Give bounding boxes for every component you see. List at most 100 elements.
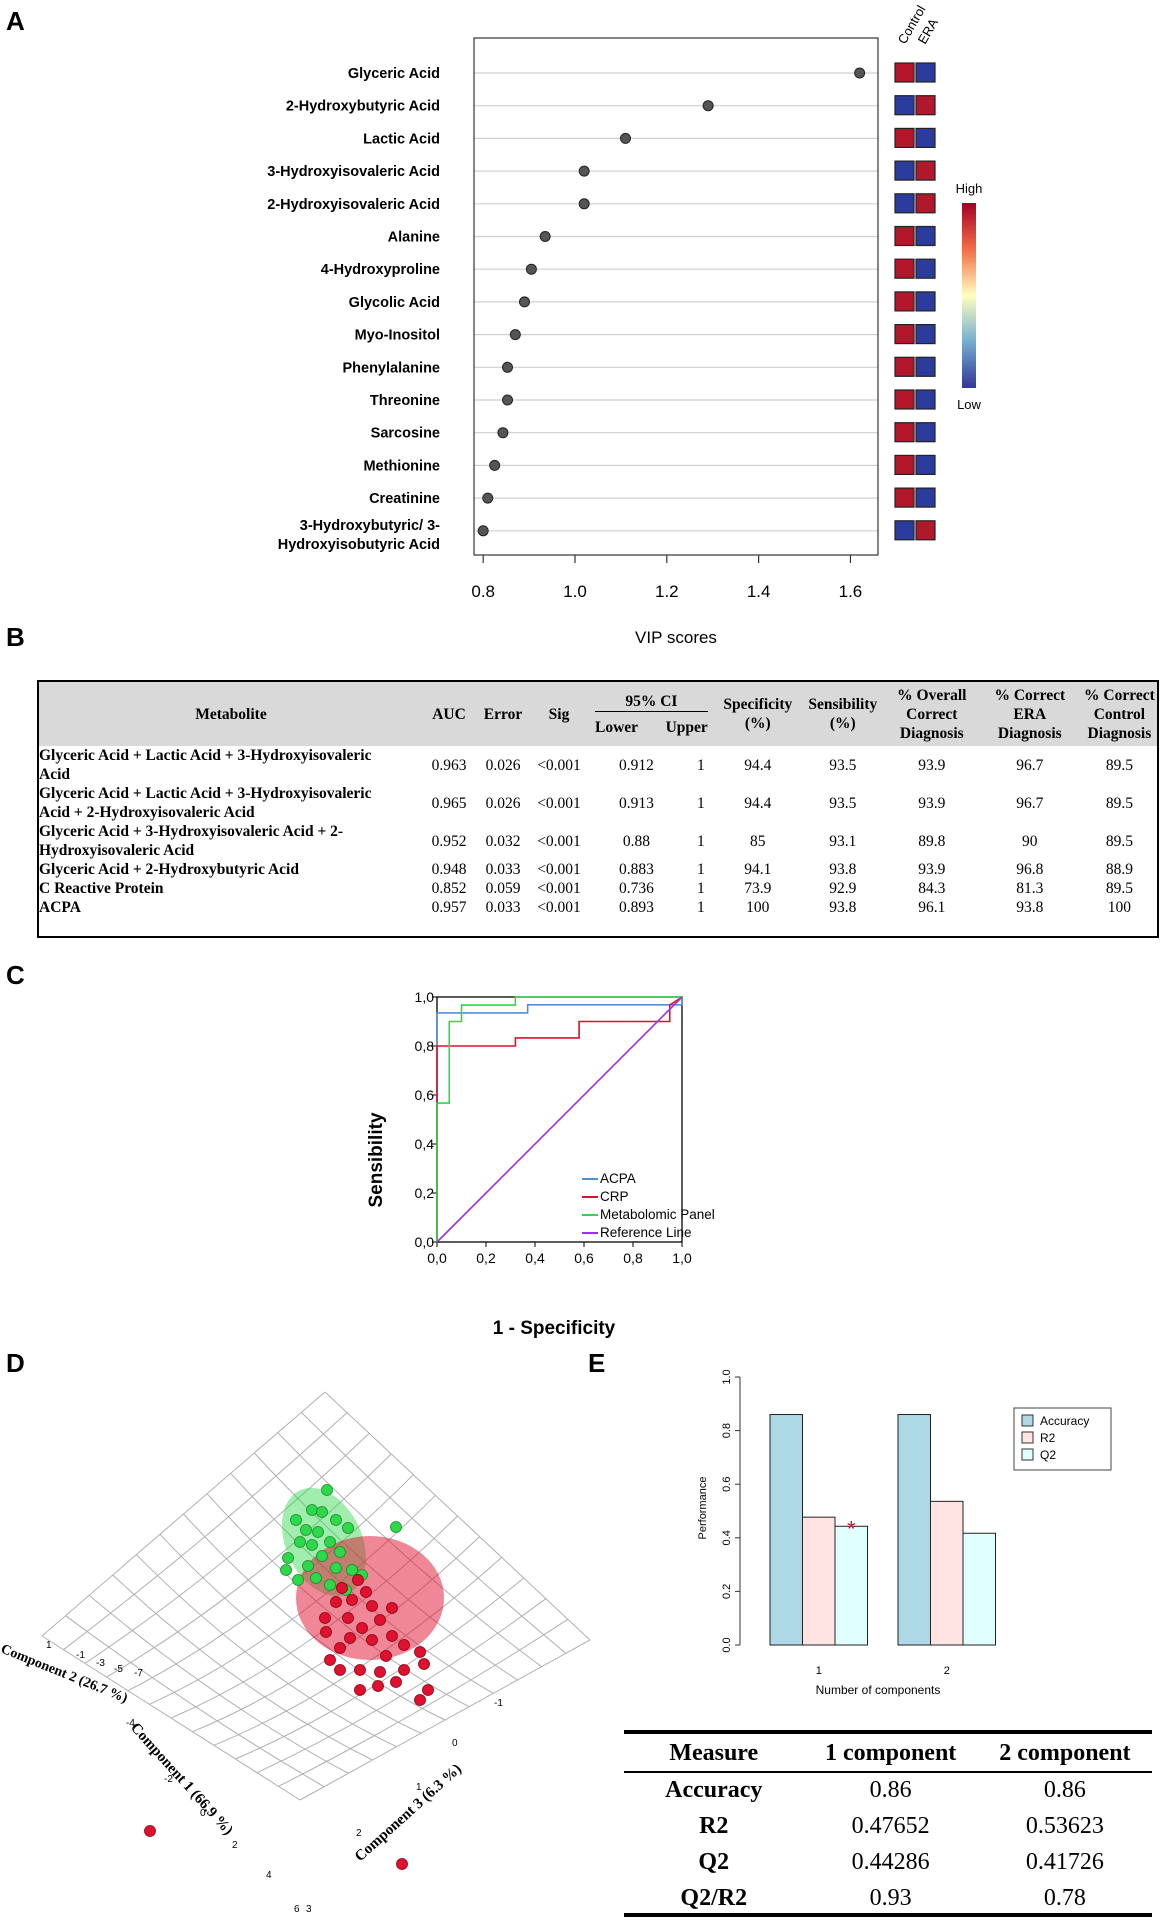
- vip-point: [578, 198, 590, 210]
- era-point: [344, 1632, 356, 1644]
- roc-y-tick-label: 1,0: [415, 989, 435, 1005]
- col-specificity: Specificity (%): [716, 682, 800, 746]
- cell-upper: 1: [696, 880, 705, 897]
- vip-row-label-line2: Hydroxyisobutyric Acid: [278, 537, 440, 553]
- era-point: [354, 1684, 366, 1696]
- col-control-line3: Diagnosis: [1087, 724, 1152, 742]
- table-top-rule: [624, 1730, 1152, 1734]
- cell-ctrl: 89.5: [1105, 832, 1133, 850]
- era-point: [354, 1664, 366, 1676]
- heat-cell-control: [894, 324, 915, 345]
- era-point: [334, 1642, 346, 1654]
- heat-cell-era: [915, 193, 936, 214]
- control-point: [321, 1484, 333, 1496]
- heat-cell-control: [894, 258, 915, 279]
- era-point: [366, 1634, 378, 1646]
- cell-sens: 93.5: [829, 794, 857, 812]
- cell-error: 0.033: [485, 899, 521, 916]
- perf-y-tick-label: 0.8: [721, 1423, 733, 1438]
- c1-tick-label: 0: [200, 1808, 206, 1819]
- perf-x-tick-label: 1: [816, 1665, 822, 1677]
- cell-upper: 1: [696, 832, 705, 850]
- col-overall-line1: % Overall: [897, 686, 967, 704]
- cell-spec: 94.4: [744, 756, 772, 774]
- metabolite-name: Glyceric Acid + Lactic Acid + 3-Hydroxyi…: [39, 784, 423, 822]
- era-point: [342, 1612, 354, 1624]
- heat-color-scale: [962, 203, 976, 388]
- vip-row-label: Alanine: [388, 230, 440, 246]
- cell-era: 90: [1022, 832, 1038, 850]
- table-row: Q2/R2 0.93 0.78: [624, 1881, 1152, 1917]
- col-metabolite: Metabolite: [195, 705, 267, 723]
- measure-name: Accuracy: [665, 1777, 763, 1803]
- table-row: Accuracy 0.86 0.86: [624, 1772, 1152, 1809]
- mesh-line: [88, 1594, 349, 1774]
- mesh-line: [299, 1639, 591, 1801]
- vip-x-tick-label: 1.4: [747, 582, 771, 601]
- vip-row-label: 3-Hydroxyisovaleric Acid: [267, 164, 440, 180]
- roc-chart: 0,00,0 0,2 0,2 0,4 0,4 0,6 0,6 0,8 0,8 1,0 1,0 ACPA…: [366, 989, 715, 1339]
- cell-overall: 93.9: [918, 794, 946, 812]
- perf-y-tick-label: 0.4: [721, 1530, 733, 1545]
- measure-value: 0.41726: [1025, 1849, 1104, 1875]
- cell-sens: 92.9: [829, 880, 857, 897]
- heat-cell-era: [915, 225, 936, 247]
- heat-cell-era: [915, 160, 936, 181]
- vip-score-chart: Glyceric Acid 2-Hydroxybutyric Acid Lactic…: [267, 3, 982, 647]
- control-point: [294, 1536, 306, 1548]
- col-overall: % Overall Correct Diagnosis: [886, 682, 978, 746]
- roc-y-tick-label: 0,8: [415, 1038, 435, 1054]
- era-point: [380, 1650, 392, 1662]
- heat-cell-era: [915, 291, 936, 312]
- vip-row-label: 2-Hydroxyisovaleric Acid: [267, 197, 440, 213]
- vip-row-label: Creatinine: [369, 491, 440, 507]
- vip-row-label: Threonine: [370, 393, 440, 409]
- metabolite-name: C Reactive Protein: [39, 879, 423, 898]
- heat-cell-control: [894, 193, 915, 214]
- cell-sens: 93.5: [829, 756, 857, 774]
- cell-sig: <0.001: [537, 880, 581, 897]
- measure-name: Q2: [698, 1849, 730, 1875]
- cell-sig: <0.001: [537, 756, 581, 774]
- control-point: [342, 1522, 354, 1534]
- cell-ctrl: 89.5: [1105, 880, 1133, 897]
- perf-y-tick-label: 0.6: [721, 1477, 733, 1492]
- cell-auc: 0.948: [431, 861, 467, 878]
- perf-y-tick-label: 1.0: [721, 1370, 733, 1385]
- metabolite-name-line2: Acid: [39, 766, 70, 783]
- control-point: [324, 1536, 336, 1548]
- era-point: [398, 1664, 410, 1676]
- cell-spec: 85: [750, 832, 766, 850]
- roc-y-axis-label: Sensibility: [366, 1112, 387, 1207]
- col-era-line2: ERA: [1013, 705, 1047, 723]
- cell-error: 0.032: [485, 832, 521, 850]
- heat-cell-control: [894, 160, 915, 181]
- vip-point: [539, 231, 551, 242]
- cell-ctrl: 100: [1107, 899, 1132, 916]
- vip-point: [489, 459, 501, 471]
- heat-cell-era: [915, 127, 936, 148]
- perf-y-tick-label: 0.0: [721, 1637, 733, 1652]
- mesh-line: [324, 1391, 591, 1641]
- metabolite-name-line2: Hydroxyisovaleric Acid: [39, 842, 195, 859]
- vip-row-label: Methionine: [363, 458, 440, 474]
- roc-line-ref: [436, 996, 683, 1243]
- mesh-line: [84, 1432, 370, 1664]
- cell-spec: 94.4: [744, 794, 772, 812]
- measure-value: 0.86: [1043, 1777, 1086, 1803]
- vip-row-label: Lactic Acid: [363, 131, 440, 147]
- legend-label-ref: Reference Line: [600, 1225, 692, 1240]
- c1-tick-label: -4: [126, 1718, 135, 1729]
- era-point: [422, 1684, 434, 1696]
- era-point: [390, 1676, 402, 1688]
- mesh-line: [106, 1453, 392, 1678]
- c1-tick-label: 2: [232, 1840, 238, 1851]
- c2-tick-label: -3: [96, 1658, 105, 1669]
- control-point: [292, 1574, 304, 1586]
- era-point: [414, 1646, 426, 1658]
- table-row: C Reactive Protein 0.852 0.059 <0.001 0.736 1…: [39, 879, 1157, 898]
- era-point: [356, 1622, 368, 1634]
- era-point: [352, 1574, 364, 1586]
- heat-legend-low: Low: [957, 397, 981, 412]
- c1-tick-label: 6: [294, 1904, 300, 1915]
